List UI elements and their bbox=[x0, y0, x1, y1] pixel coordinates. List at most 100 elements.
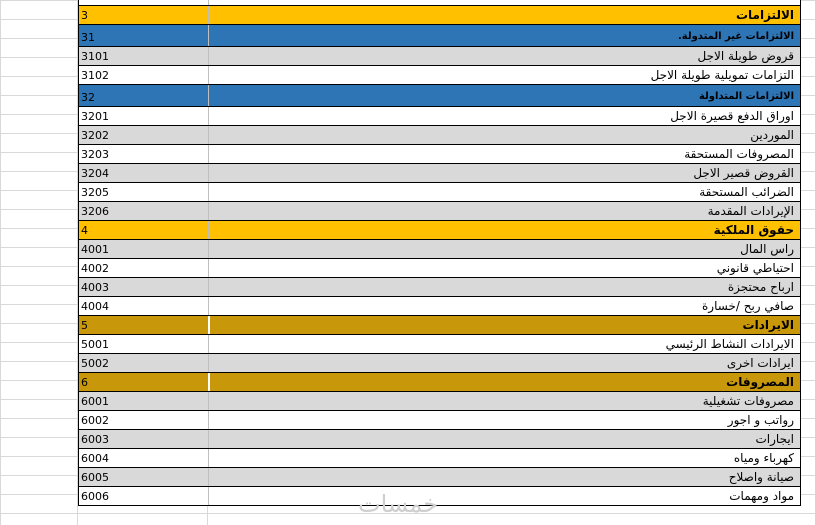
account-code-cell[interactable]: 4001 bbox=[81, 243, 109, 256]
account-name-cell[interactable]: المصروفات bbox=[726, 375, 794, 389]
account-code-cell[interactable]: 32 bbox=[81, 91, 95, 104]
account-name-cell[interactable]: حقوق الملكية bbox=[713, 223, 794, 237]
account-row[interactable]: 5002 ايرادات اخرى bbox=[79, 354, 800, 373]
account-group-row[interactable]: 32 الالتزامات المتداولة bbox=[79, 85, 800, 107]
cell-divider bbox=[208, 392, 209, 410]
account-code-cell[interactable]: 3202 bbox=[81, 129, 109, 142]
account-row[interactable]: 4001 راس المال bbox=[79, 240, 800, 259]
account-name-cell[interactable]: الايرادات النشاط الرئيسي bbox=[665, 337, 794, 351]
cell-divider bbox=[208, 297, 209, 315]
cell-divider bbox=[208, 85, 209, 106]
account-group-row[interactable]: 4 حقوق الملكية bbox=[79, 221, 800, 240]
account-code-cell[interactable]: 4003 bbox=[81, 281, 109, 294]
account-group-row[interactable]: 31 الالتزامات غير المتدولة. bbox=[79, 25, 800, 47]
account-code-cell[interactable]: 3201 bbox=[81, 110, 109, 123]
account-group-row[interactable] bbox=[79, 0, 800, 6]
cell-divider bbox=[208, 107, 209, 125]
account-row[interactable]: 3101 قروض طويلة الاجل bbox=[79, 47, 800, 66]
account-code-cell[interactable]: 3204 bbox=[81, 167, 109, 180]
account-name-cell[interactable]: مواد ومهمات bbox=[729, 489, 794, 503]
cell-divider bbox=[208, 126, 209, 144]
cell-divider bbox=[208, 0, 209, 5]
account-code-cell[interactable]: 6002 bbox=[81, 414, 109, 427]
account-row[interactable]: 3202 الموردين bbox=[79, 126, 800, 145]
cell-divider bbox=[208, 411, 209, 429]
account-row[interactable]: 3204 القروض قصير الاجل bbox=[79, 164, 800, 183]
cell-divider bbox=[208, 354, 209, 372]
account-code-cell[interactable]: 3205 bbox=[81, 186, 109, 199]
cell-divider bbox=[208, 240, 209, 258]
account-row[interactable]: 3206 الإيرادات المقدمة bbox=[79, 202, 800, 221]
account-group-row[interactable]: 5 الايرادات bbox=[79, 316, 800, 335]
cell-divider bbox=[208, 47, 209, 65]
account-code-cell[interactable]: 5002 bbox=[81, 357, 109, 370]
account-code-cell[interactable]: 6006 bbox=[81, 490, 109, 503]
chart-of-accounts-table: 3 الالتزامات 31 الالتزامات غير المتدولة. 310… bbox=[78, 0, 801, 506]
cell-divider bbox=[208, 202, 209, 220]
cell-divider bbox=[208, 221, 209, 239]
account-row[interactable]: 3205 الضرائب المستحقة bbox=[79, 183, 800, 202]
account-name-cell[interactable]: ايرادات اخرى bbox=[726, 356, 794, 370]
account-name-cell[interactable]: رواتب و اجور bbox=[727, 413, 794, 427]
account-name-cell[interactable]: قروض طويلة الاجل bbox=[697, 49, 794, 63]
account-name-cell[interactable]: صيانة واصلاح bbox=[728, 470, 794, 484]
account-row[interactable]: 6002 رواتب و اجور bbox=[79, 411, 800, 430]
account-name-cell[interactable]: الالتزامات bbox=[735, 8, 794, 22]
account-row[interactable]: 6004 كهرباء ومياه bbox=[79, 449, 800, 468]
account-name-cell[interactable]: المصروفات المستحقة bbox=[684, 147, 794, 161]
account-name-cell[interactable]: الايرادات bbox=[742, 318, 794, 332]
account-row[interactable]: 3203 المصروفات المستحقة bbox=[79, 145, 800, 164]
account-name-cell[interactable]: راس المال bbox=[740, 242, 794, 256]
cell-divider bbox=[208, 278, 209, 296]
account-name-cell[interactable]: الضرائب المستحقة bbox=[699, 185, 794, 199]
account-row[interactable]: 6005 صيانة واصلاح bbox=[79, 468, 800, 487]
account-row[interactable]: 5001 الايرادات النشاط الرئيسي bbox=[79, 335, 800, 354]
account-row[interactable]: 6003 ايجارات bbox=[79, 430, 800, 449]
account-group-row[interactable]: 6 المصروفات bbox=[79, 373, 800, 392]
account-code-cell[interactable]: 31 bbox=[81, 31, 95, 44]
account-name-cell[interactable]: ارباح محتجزة bbox=[727, 280, 794, 294]
account-group-row[interactable]: 3 الالتزامات bbox=[79, 6, 800, 25]
cell-divider bbox=[208, 430, 209, 448]
account-code-cell[interactable]: 5 bbox=[81, 319, 88, 332]
account-name-cell[interactable]: احتياطي قانوني bbox=[716, 261, 794, 275]
account-name-cell[interactable]: التزامات تمويلية طويلة الاجل bbox=[650, 68, 794, 82]
cell-divider bbox=[208, 25, 209, 46]
account-code-cell[interactable]: 6005 bbox=[81, 471, 109, 484]
account-code-cell[interactable]: 5001 bbox=[81, 338, 109, 351]
account-code-cell[interactable]: 3102 bbox=[81, 69, 109, 82]
account-code-cell[interactable]: 6003 bbox=[81, 433, 109, 446]
account-row[interactable]: 6001 مصروفات تشغيلية bbox=[79, 392, 800, 411]
account-row[interactable]: 4004 صافي ربح /خسارة bbox=[79, 297, 800, 316]
cell-divider bbox=[208, 183, 209, 201]
account-code-cell[interactable]: 3101 bbox=[81, 50, 109, 63]
account-name-cell[interactable]: صافي ربح /خسارة bbox=[702, 299, 794, 313]
account-code-cell[interactable]: 4004 bbox=[81, 300, 109, 313]
account-name-cell[interactable]: الإيرادات المقدمة bbox=[707, 204, 794, 218]
account-code-cell[interactable]: 6001 bbox=[81, 395, 109, 408]
account-name-cell[interactable]: ايجارات bbox=[755, 432, 794, 446]
account-row[interactable]: 3201 اوراق الدفع قصيرة الاجل bbox=[79, 107, 800, 126]
account-row[interactable]: 3102 التزامات تمويلية طويلة الاجل bbox=[79, 66, 800, 85]
account-name-cell[interactable]: كهرباء ومياه bbox=[733, 451, 794, 465]
column-divider bbox=[77, 0, 78, 525]
account-code-cell[interactable]: 3203 bbox=[81, 148, 109, 161]
account-name-cell[interactable]: مصروفات تشغيلية bbox=[702, 394, 794, 408]
cell-divider bbox=[208, 449, 209, 467]
account-name-cell[interactable]: الموردين bbox=[750, 128, 794, 142]
account-name-cell[interactable]: الالتزامات غير المتدولة. bbox=[677, 31, 794, 42]
account-row[interactable]: 4003 ارباح محتجزة bbox=[79, 278, 800, 297]
account-row[interactable]: 6006 مواد ومهمات bbox=[79, 487, 800, 506]
account-name-cell[interactable]: اوراق الدفع قصيرة الاجل bbox=[670, 109, 794, 123]
account-code-cell[interactable]: 4002 bbox=[81, 262, 109, 275]
account-code-cell[interactable]: 4 bbox=[81, 224, 88, 237]
account-code-cell[interactable]: 3206 bbox=[81, 205, 109, 218]
account-name-cell[interactable]: القروض قصير الاجل bbox=[693, 166, 794, 180]
cell-divider bbox=[208, 335, 209, 353]
account-code-cell[interactable]: 6004 bbox=[81, 452, 109, 465]
account-code-cell[interactable]: 6 bbox=[81, 376, 88, 389]
account-name-cell[interactable]: الالتزامات المتداولة bbox=[698, 91, 794, 102]
cell-divider bbox=[208, 6, 209, 24]
account-code-cell[interactable]: 3 bbox=[81, 9, 88, 22]
account-row[interactable]: 4002 احتياطي قانوني bbox=[79, 259, 800, 278]
